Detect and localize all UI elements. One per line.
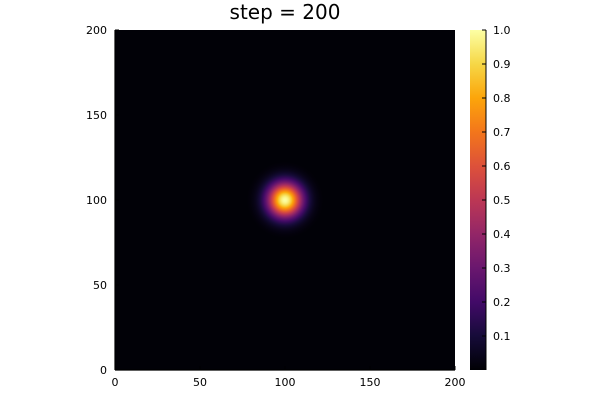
colorbar-tick-label: 0.5 — [493, 194, 511, 207]
colorbar-gradient — [470, 30, 486, 370]
y-tick-label: 150 — [86, 109, 107, 122]
y-axis: 0 50 100 150 200 — [86, 24, 119, 377]
colorbar-tick-label: 0.4 — [493, 228, 511, 241]
colorbar-tick-label: 0.8 — [493, 92, 511, 105]
colorbar: 0.1 0.2 0.3 0.4 0.5 0.6 0.7 0.8 0.9 1.0 — [470, 24, 511, 370]
y-tick-label: 0 — [100, 364, 107, 377]
x-tick-label: 0 — [112, 376, 119, 389]
y-tick-label: 50 — [93, 279, 107, 292]
plot-area — [115, 30, 455, 370]
heatmap-field — [115, 30, 455, 370]
x-tick-label: 100 — [275, 376, 296, 389]
colorbar-tick-label: 0.7 — [493, 126, 511, 139]
chart-title: step = 200 — [230, 0, 341, 24]
x-tick-label: 150 — [360, 376, 381, 389]
y-tick-label: 200 — [86, 24, 107, 37]
x-axis: 0 50 100 150 200 — [112, 366, 466, 389]
colorbar-tick-label: 0.3 — [493, 262, 511, 275]
y-tick-label: 100 — [86, 194, 107, 207]
colorbar-tick-label: 0.2 — [493, 296, 511, 309]
colorbar-tick-label: 0.6 — [493, 160, 511, 173]
colorbar-tick-label: 1.0 — [493, 24, 511, 37]
colorbar-tick-label: 0.9 — [493, 58, 511, 71]
x-tick-label: 200 — [445, 376, 466, 389]
colorbar-tick-label: 0.1 — [493, 330, 511, 343]
x-tick-label: 50 — [193, 376, 207, 389]
